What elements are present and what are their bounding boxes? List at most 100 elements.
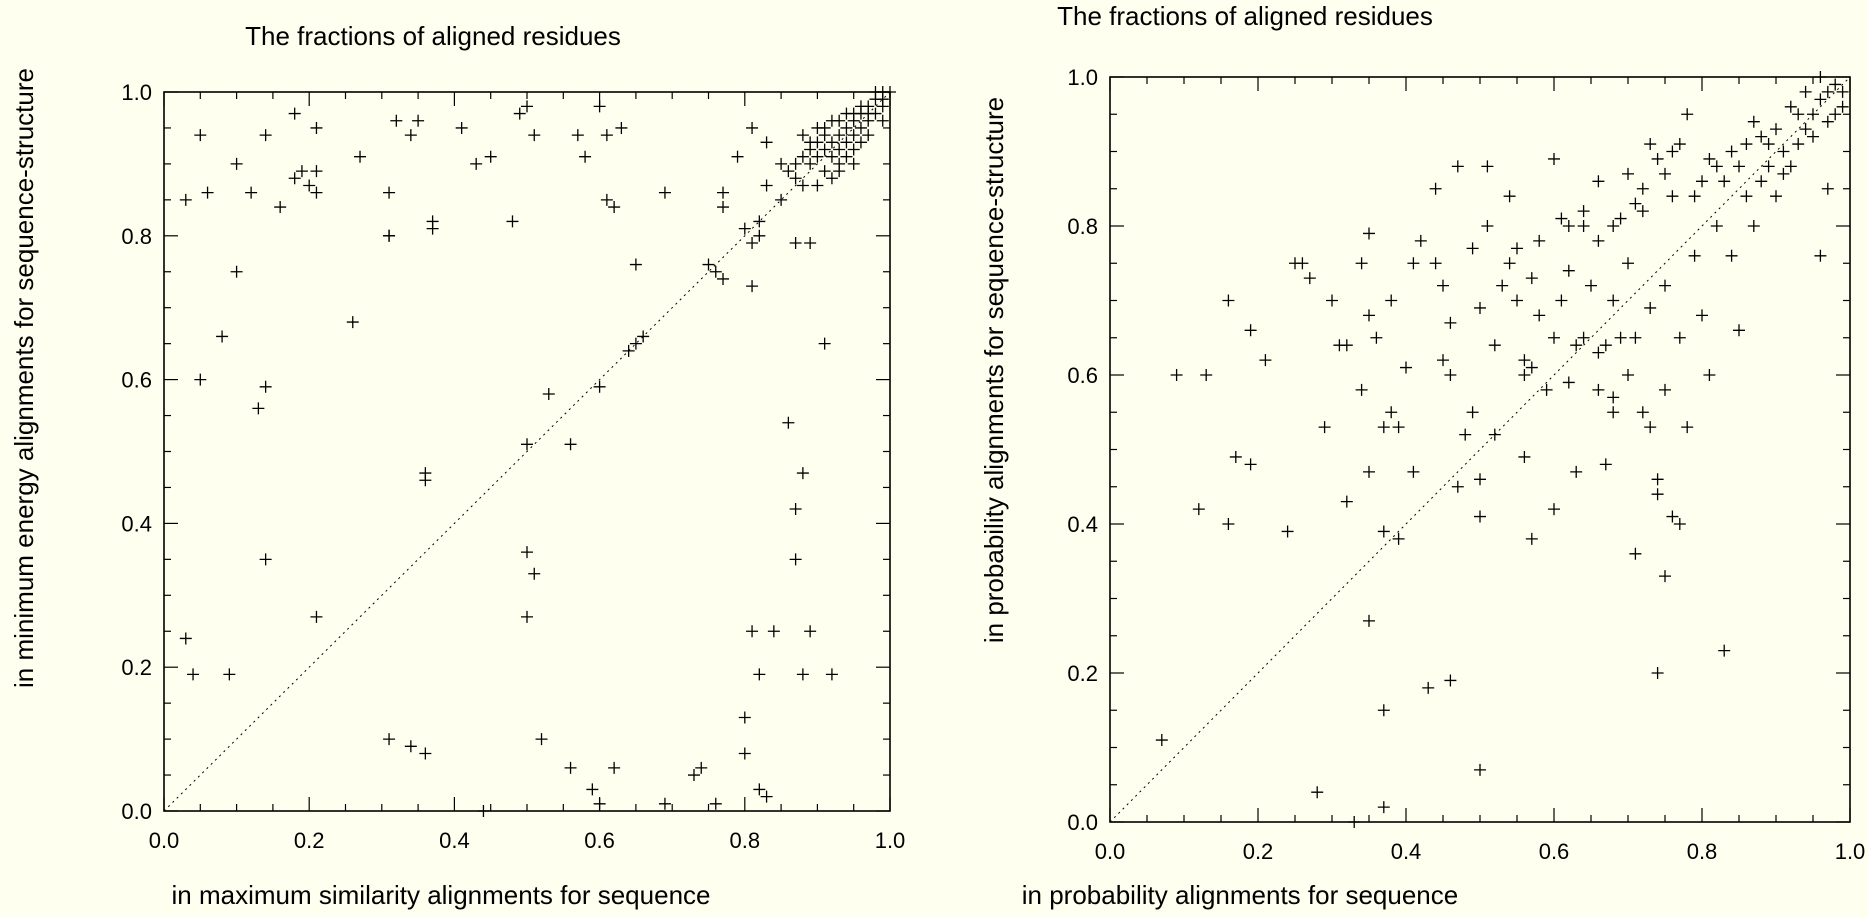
data-point	[818, 121, 831, 134]
data-point	[1799, 85, 1812, 98]
data-point	[1474, 473, 1486, 486]
data-point	[1429, 182, 1442, 195]
y-tick-label: 0.4	[1067, 512, 1098, 537]
data-point	[825, 172, 838, 185]
data-point	[717, 201, 730, 214]
data-point	[1444, 674, 1457, 687]
data-point	[804, 136, 817, 149]
data-point	[1607, 220, 1620, 232]
data-point	[608, 201, 621, 214]
data-point	[1570, 465, 1583, 478]
data-point	[564, 761, 577, 774]
data-point	[1599, 458, 1612, 471]
data-point	[1518, 369, 1531, 381]
data-point	[310, 165, 323, 178]
data-point	[1377, 801, 1390, 814]
data-point	[1599, 339, 1612, 352]
data-point	[833, 129, 846, 142]
data-point	[288, 107, 301, 120]
data-point	[1821, 182, 1834, 195]
data-point	[1392, 532, 1405, 545]
data-point	[1548, 331, 1560, 344]
y-tick-label: 1.0	[121, 80, 152, 105]
data-point	[1725, 145, 1738, 158]
left-scatter-chart: The fractions of aligned residues in max…	[9, 21, 905, 910]
data-point	[1622, 369, 1634, 381]
data-point	[789, 172, 802, 185]
data-point	[1244, 324, 1257, 337]
y-tick-label: 0.2	[1067, 661, 1098, 686]
data-point	[383, 229, 396, 242]
data-point	[862, 129, 875, 142]
data-point	[1666, 190, 1679, 203]
data-point	[869, 86, 882, 98]
data-point	[1636, 406, 1649, 419]
data-point	[1651, 473, 1664, 486]
data-point	[1348, 816, 1361, 828]
data-point	[1629, 331, 1642, 344]
data-point	[1259, 354, 1272, 367]
data-point	[738, 222, 751, 235]
data-point	[789, 553, 802, 566]
data-point	[593, 797, 606, 810]
data-point	[1363, 465, 1375, 478]
data-point	[789, 503, 802, 516]
data-point	[1784, 160, 1797, 173]
data-point	[295, 165, 308, 178]
data-point	[760, 179, 773, 192]
data-point	[1414, 234, 1427, 247]
x-tick-label: 0.6	[584, 828, 615, 853]
data-point	[1784, 100, 1797, 113]
data-point	[571, 129, 584, 142]
data-point	[535, 733, 548, 746]
data-point	[245, 186, 258, 199]
data-point	[847, 143, 860, 156]
data-point	[1777, 145, 1790, 158]
right-scatter-chart: The fractions of aligned residues in pro…	[979, 1, 1865, 910]
data-point	[477, 805, 490, 817]
data-point	[615, 121, 628, 134]
data-point	[564, 438, 577, 451]
data-point	[1733, 160, 1745, 173]
data-point	[1651, 152, 1664, 165]
data-point	[1644, 138, 1657, 151]
x-tick-label: 0.6	[1539, 839, 1570, 864]
data-point	[1659, 570, 1671, 583]
x-axis-label: in probability alignments for sequence	[1022, 880, 1458, 910]
data-point	[1747, 115, 1760, 128]
data-point	[854, 121, 867, 134]
data-point	[1629, 547, 1642, 560]
data-point	[746, 280, 759, 293]
data-point	[717, 186, 730, 199]
data-point	[709, 797, 722, 810]
data-point	[804, 625, 817, 638]
data-point	[1518, 354, 1531, 367]
data-point	[840, 121, 853, 134]
data-point	[1644, 421, 1657, 434]
data-point	[1311, 786, 1324, 799]
data-point	[259, 129, 272, 142]
data-point	[1807, 108, 1819, 121]
data-point	[782, 165, 795, 178]
data-point	[600, 129, 613, 142]
data-point	[1385, 294, 1398, 307]
data-point	[1451, 480, 1464, 493]
data-point	[789, 236, 802, 249]
data-point	[1192, 503, 1205, 516]
data-point	[1651, 488, 1664, 501]
data-point	[1437, 354, 1449, 367]
data-point	[702, 258, 715, 271]
data-point	[1814, 249, 1827, 262]
data-point	[825, 668, 838, 681]
data-point	[753, 229, 766, 242]
y-tick-label: 0.8	[121, 224, 152, 249]
data-point	[1799, 123, 1812, 136]
data-point	[804, 236, 817, 249]
data-point	[1570, 339, 1583, 352]
data-point	[528, 129, 541, 142]
data-point	[383, 186, 396, 199]
data-point	[1681, 108, 1694, 121]
data-point	[782, 416, 795, 429]
data-point	[767, 625, 780, 638]
data-point	[818, 165, 831, 178]
